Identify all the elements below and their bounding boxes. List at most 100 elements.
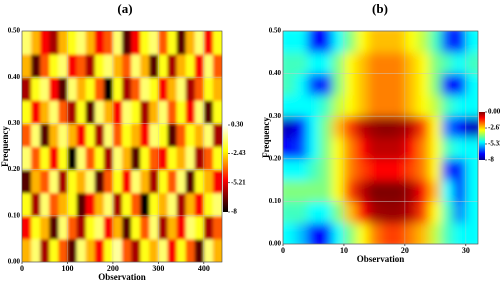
heatmap-cell bbox=[40, 146, 50, 171]
heatmap-cell bbox=[212, 169, 222, 194]
heatmap-cell bbox=[131, 77, 141, 101]
heatmap-cell bbox=[176, 192, 187, 217]
heatmap-cell bbox=[441, 52, 455, 75]
heatmap-cell bbox=[453, 73, 467, 96]
heatmap-cell bbox=[368, 201, 381, 224]
heatmap-cell bbox=[404, 94, 418, 117]
heatmap-cell bbox=[40, 238, 50, 262]
heatmap-cell bbox=[307, 116, 321, 138]
heatmap-cell bbox=[58, 100, 68, 124]
heatmap-cell bbox=[465, 137, 478, 160]
colorbar-label: 0.30 bbox=[231, 121, 244, 129]
heatmap-cell bbox=[194, 31, 205, 55]
heatmap-cell bbox=[356, 137, 369, 160]
heatmap-cell bbox=[429, 94, 442, 117]
heatmap-cell bbox=[194, 54, 205, 78]
heatmap-cell bbox=[465, 31, 478, 53]
heatmap-cell bbox=[76, 192, 87, 217]
heatmap-cell bbox=[122, 31, 132, 55]
y-tick-label: 0.10 bbox=[269, 197, 282, 205]
heatmap-cell bbox=[67, 215, 78, 240]
heatmap-cell bbox=[103, 31, 114, 55]
heatmap bbox=[283, 31, 478, 244]
heatmap-cell bbox=[76, 215, 87, 240]
heatmap-cell bbox=[149, 100, 159, 124]
heatmap-cell bbox=[158, 215, 168, 240]
heatmap-cell bbox=[76, 77, 87, 101]
heatmap-cell bbox=[212, 123, 222, 147]
heatmap-cell bbox=[94, 77, 105, 101]
heatmap-cell bbox=[185, 169, 196, 194]
heatmap-cell bbox=[76, 238, 87, 262]
heatmap-cell bbox=[283, 52, 296, 75]
heatmap-cell bbox=[131, 146, 141, 171]
y-tick-label: 0.20 bbox=[269, 154, 282, 162]
heatmap-cell bbox=[295, 73, 308, 96]
heatmap-cell bbox=[22, 238, 32, 262]
heatmap-cell bbox=[185, 238, 196, 262]
colorbar-label: -8 bbox=[231, 208, 237, 216]
heatmap-cell bbox=[343, 180, 357, 202]
heatmap-cell bbox=[40, 215, 50, 240]
heatmap-cell bbox=[392, 52, 406, 75]
heatmap-cell bbox=[158, 77, 168, 101]
heatmap-cell bbox=[368, 52, 381, 75]
heatmap-cell bbox=[392, 94, 406, 117]
heatmap-cell bbox=[94, 169, 105, 194]
heatmap-cell bbox=[140, 238, 150, 262]
heatmap-cell bbox=[295, 94, 308, 117]
heatmap-cell bbox=[185, 146, 196, 171]
heatmap-cell bbox=[67, 100, 78, 124]
heatmap-cell bbox=[58, 31, 68, 55]
heatmap-cell bbox=[453, 158, 467, 181]
heatmap-cell bbox=[295, 222, 308, 244]
heatmap bbox=[22, 31, 222, 262]
heatmap-cell bbox=[203, 31, 214, 55]
heatmap-cell bbox=[319, 94, 333, 117]
heatmap-cell bbox=[131, 215, 141, 240]
x-tick-label: 20 bbox=[401, 246, 409, 255]
y-tick-label: 0.00 bbox=[269, 240, 282, 248]
heatmap-cell bbox=[103, 100, 114, 124]
heatmap-cell bbox=[283, 222, 296, 244]
heatmap-cell bbox=[295, 116, 308, 138]
heatmap-cell bbox=[453, 180, 467, 202]
heatmap-cell bbox=[131, 54, 141, 78]
heatmap-cell bbox=[283, 180, 296, 202]
heatmap-cell bbox=[103, 238, 114, 262]
heatmap-cell bbox=[441, 73, 455, 96]
y-tick-label: 0.40 bbox=[269, 69, 282, 77]
y-tick-label: 0.10 bbox=[8, 211, 21, 219]
heatmap-cell bbox=[295, 201, 308, 224]
heatmap-cell bbox=[283, 201, 296, 224]
colorbar bbox=[223, 125, 228, 212]
heatmap-cell bbox=[158, 123, 168, 147]
heatmap-cell bbox=[67, 192, 78, 217]
heatmap-cell bbox=[185, 123, 196, 147]
y-tick-label: 0.40 bbox=[8, 73, 21, 81]
x-axis-label: Observation bbox=[357, 254, 405, 264]
heatmap-cell bbox=[380, 137, 394, 160]
heatmap-cell bbox=[158, 54, 168, 78]
heatmap-cell bbox=[404, 31, 418, 53]
heatmap-cell bbox=[343, 116, 357, 138]
heatmap-cell bbox=[283, 31, 296, 53]
heatmap-cell bbox=[67, 238, 78, 262]
y-tick-label: 0.20 bbox=[8, 165, 21, 173]
plot-frame bbox=[21, 30, 223, 263]
heatmap-cell bbox=[212, 238, 222, 262]
heatmap-cell bbox=[331, 94, 345, 117]
heatmap-cell bbox=[185, 100, 196, 124]
heatmap-cell bbox=[185, 192, 196, 217]
y-tick-label: 0.30 bbox=[269, 112, 282, 120]
heatmap-cell bbox=[429, 137, 442, 160]
heatmap-cell bbox=[176, 215, 187, 240]
heatmap-cell bbox=[319, 137, 333, 160]
heatmap-cell bbox=[453, 52, 467, 75]
x-tick-label: 400 bbox=[198, 264, 210, 273]
heatmap-cell bbox=[85, 238, 96, 262]
heatmap-cell bbox=[40, 123, 50, 147]
heatmap-cell bbox=[212, 100, 222, 124]
heatmap-cell bbox=[404, 137, 418, 160]
